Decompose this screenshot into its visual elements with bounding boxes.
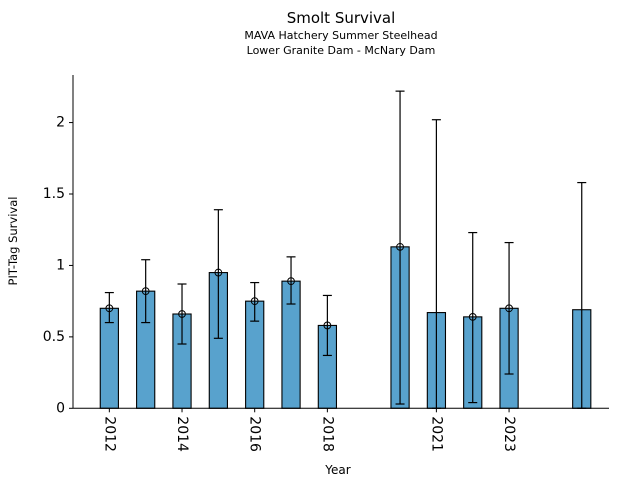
x-axis-label: Year [324,463,350,477]
marker-2013 [141,287,150,296]
chart-subtitle-line2: Lower Granite Dam - McNary Dam [246,44,436,57]
marker-2018 [323,321,332,330]
y-tick-label-1.5: 1.5 [43,186,65,202]
x-tick-label-2023: 2023 [501,416,517,452]
marker-2016 [250,297,259,306]
x-tick-label-2021: 2021 [428,416,444,452]
marker-2022 [468,312,477,321]
y-tick-label-0: 0 [56,400,65,416]
x-tick-label-2016: 2016 [247,416,263,452]
marker-2015 [214,268,223,277]
marker-2014 [178,310,186,318]
marker-2012 [105,304,114,313]
axes-group: 0 0.5 1 1.5 2 2012 2014 2016 2018 2021 2023 [43,75,609,452]
marker-2023 [505,304,513,313]
chart-subtitle-line1: MAVA Hatchery Summer Steelhead [244,29,438,42]
y-tick-label-0.5: 0.5 [43,329,65,345]
x-tick-label-2018: 2018 [319,416,335,452]
marker-2017 [287,277,295,286]
x-tick-label-2012: 2012 [101,416,117,452]
marker-2020 [396,242,404,251]
y-tick-label-2: 2 [56,115,65,131]
y-axis-label: PIT-Tag Survival [6,197,20,286]
y-tick-label-1: 1 [56,257,65,273]
chart-title: Smolt Survival [286,9,396,27]
chart-header: Smolt Survival MAVA Hatchery Summer Stee… [73,9,609,58]
x-tick-label-2014: 2014 [174,416,190,452]
bar-2012 [99,307,119,409]
